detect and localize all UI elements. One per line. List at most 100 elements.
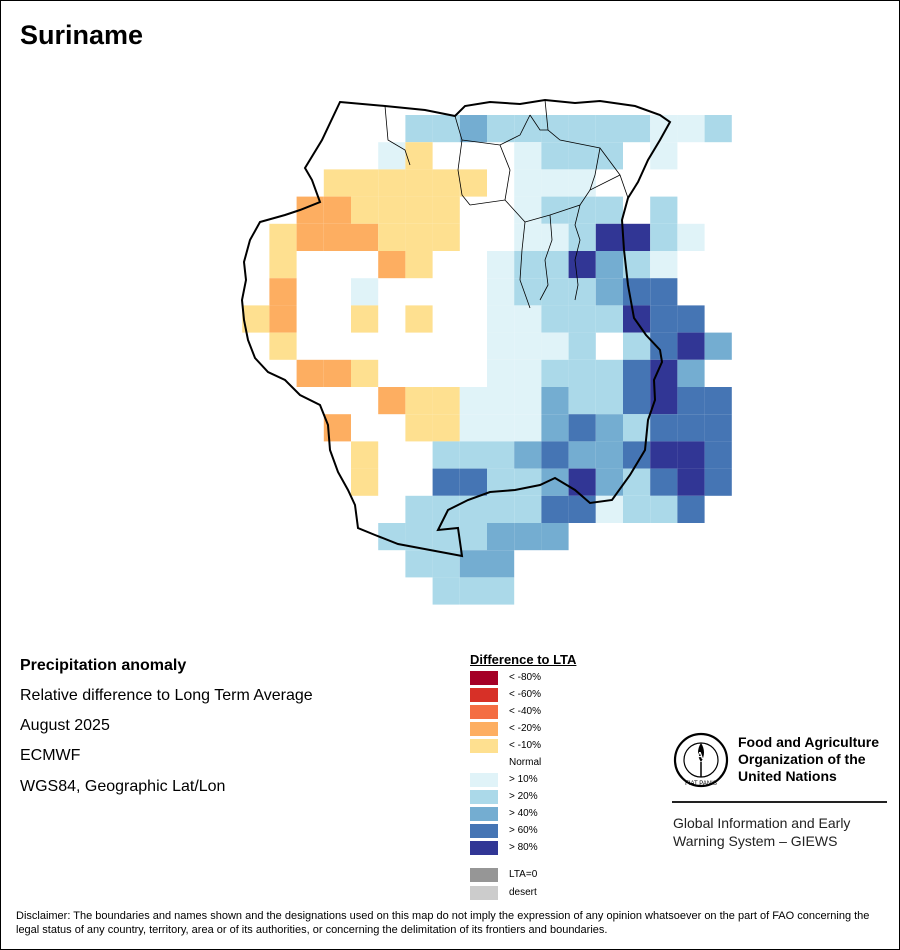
legend-title: Difference to LTA [470,652,577,667]
anomaly-cell [650,278,678,306]
anomaly-cell [595,278,623,306]
anomaly-cell [704,441,732,469]
anomaly-cell [568,223,596,251]
anomaly-cell [595,387,623,415]
legend-label: < -80% [509,672,541,683]
anomaly-cell [595,359,623,387]
anomaly-cell [541,142,569,170]
anomaly-cell [650,115,678,143]
anomaly-cell [595,441,623,469]
anomaly-cell [568,414,596,442]
legend-swatch [470,756,498,770]
anomaly-cell [432,115,460,143]
anomaly-cell [351,305,379,333]
anomaly-cell [269,332,297,360]
anomaly-cell [568,468,596,496]
anomaly-cell [704,414,732,442]
program-name: Global Information and Early Warning Sys… [673,814,893,850]
anomaly-cell [351,278,379,306]
anomaly-cell [378,169,406,197]
organization-name: Food and Agriculture Organization of the… [738,734,898,785]
anomaly-cell [405,251,433,279]
anomaly-cell [296,223,324,251]
anomaly-cell [514,223,542,251]
anomaly-cell [351,441,379,469]
anomaly-cell [514,196,542,224]
anomaly-cell [541,495,569,523]
anomaly-cell [378,523,406,551]
anomaly-cell [514,523,542,551]
anomaly-cell [623,495,651,523]
anomaly-cell [487,251,515,279]
legend-label: > 10% [509,774,538,785]
anomaly-cell [459,441,487,469]
anomaly-cell [568,278,596,306]
anomaly-cell [487,550,515,578]
org-name-line: Food and Agriculture [738,734,880,750]
anomaly-cell [487,387,515,415]
anomaly-cell [568,441,596,469]
anomaly-cell [595,305,623,333]
disclaimer: Disclaimer: The boundaries and names sho… [16,910,870,936]
anomaly-cell [595,196,623,224]
legend-label: < -60% [509,689,541,700]
anomaly-cell [514,169,542,197]
legend-swatch [470,807,498,821]
legend-label: Normal [509,757,542,768]
anomaly-cell [541,332,569,360]
legend-label: > 40% [509,808,538,819]
legend-swatch [470,739,498,753]
anomaly-cell [704,387,732,415]
anomaly-cell [459,523,487,551]
anomaly-cell [405,196,433,224]
anomaly-cell [514,441,542,469]
anomaly-cell [595,115,623,143]
anomaly-cell [351,223,379,251]
anomaly-cell [595,142,623,170]
anomaly-cell [568,305,596,333]
anomaly-cell [378,196,406,224]
legend-swatch [470,688,498,702]
anomaly-cell [650,251,678,279]
anomaly-cell [541,441,569,469]
org-name-line: Organization of the [738,751,866,767]
anomaly-cell [405,115,433,143]
anomaly-cell [296,359,324,387]
legend-swatch [470,671,498,685]
anomaly-cell [650,223,678,251]
anomaly-cell [514,387,542,415]
anomaly-cell [432,577,460,605]
map-subtitle: Relative difference to Long Term Average [20,687,313,704]
anomaly-cell [595,414,623,442]
anomaly-cell [269,223,297,251]
anomaly-cell [405,142,433,170]
anomaly-cell [269,251,297,279]
anomaly-cell [623,359,651,387]
anomaly-cell [595,251,623,279]
anomaly-cell [623,305,651,333]
anomaly-cell [242,305,270,333]
anomaly-cell [514,251,542,279]
legend-label: < -20% [509,723,541,734]
anomaly-cell [677,414,705,442]
legend-swatch [470,824,498,838]
anomaly-cell [650,414,678,442]
map-heading: Precipitation anomaly [20,657,187,674]
legend-label: > 20% [509,791,538,802]
anomaly-cell [677,305,705,333]
anomaly-cell [432,169,460,197]
anomaly-cell [568,495,596,523]
anomaly-cell [459,169,487,197]
legend-label: < -10% [509,740,541,751]
fao-logo-text: FAO [691,751,712,762]
anomaly-cell [514,332,542,360]
anomaly-map [240,98,732,605]
anomaly-cell [459,414,487,442]
anomaly-cell [487,305,515,333]
anomaly-cell [568,196,596,224]
program-name-line: Warning System – GIEWS [673,833,838,849]
anomaly-cell [677,387,705,415]
anomaly-cell [623,115,651,143]
legend-swatch [470,841,498,855]
anomaly-grid [242,115,732,605]
